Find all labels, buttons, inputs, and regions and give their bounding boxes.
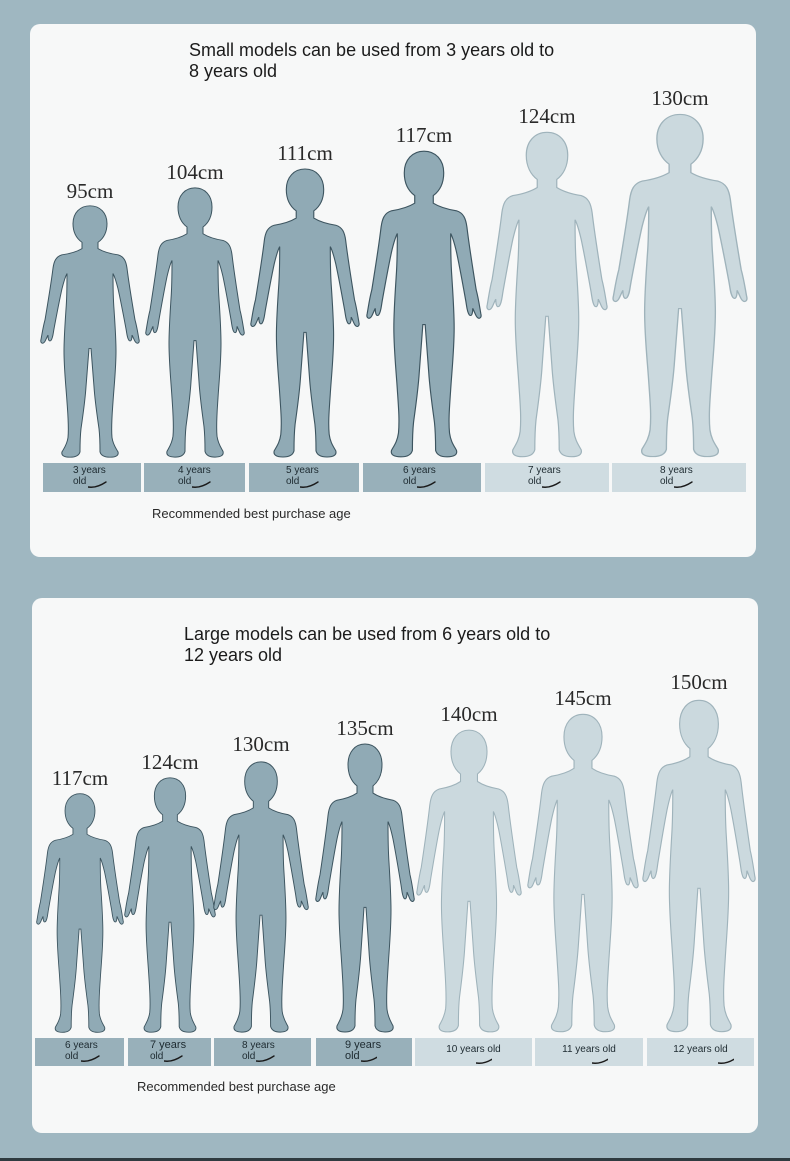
child-silhouette xyxy=(40,205,140,458)
recommended-age-caption: Recommended best purchase age xyxy=(137,1079,336,1094)
height-label: 140cm xyxy=(440,702,498,726)
height-label: 95cm xyxy=(66,179,114,203)
child-figure-130cm: 130cm xyxy=(612,86,748,459)
swoosh-icon xyxy=(476,1057,492,1064)
panel-title: Small models can be used from 3 years ol… xyxy=(189,40,555,81)
child-silhouette xyxy=(124,777,216,1033)
age-label: 8 years old xyxy=(612,463,746,492)
swoosh-icon xyxy=(542,481,561,488)
age-label: 6 years old xyxy=(363,463,481,492)
child-silhouette xyxy=(315,743,415,1033)
height-label: 117cm xyxy=(395,123,453,147)
child-figure-135cm: 135cm xyxy=(315,716,415,1034)
height-label: 130cm xyxy=(651,86,709,110)
child-silhouette xyxy=(527,713,639,1033)
age-label: 7 years old xyxy=(485,463,609,492)
age-label: 4 years old xyxy=(144,463,245,492)
child-silhouette xyxy=(145,187,245,458)
child-silhouette xyxy=(36,793,124,1033)
height-label: 104cm xyxy=(166,160,224,184)
age-label: 6 years old xyxy=(35,1038,124,1066)
child-silhouette xyxy=(416,729,522,1033)
child-figure-124cm: 124cm xyxy=(124,750,216,1034)
child-silhouette xyxy=(213,761,309,1033)
swoosh-icon xyxy=(300,481,319,488)
age-label: 8 years old xyxy=(214,1038,311,1066)
swoosh-icon xyxy=(674,481,693,488)
height-label: 124cm xyxy=(518,104,576,128)
swoosh-icon xyxy=(192,481,211,488)
swoosh-icon xyxy=(256,1055,275,1062)
swoosh-icon xyxy=(164,1055,183,1062)
child-silhouette xyxy=(612,113,748,458)
child-figure-117cm: 117cm xyxy=(366,123,482,459)
swoosh-icon xyxy=(88,481,107,488)
height-label: 135cm xyxy=(336,716,394,740)
child-silhouette xyxy=(250,168,360,458)
height-label: 111cm xyxy=(277,141,333,165)
age-label: 7 years old xyxy=(128,1038,211,1066)
large-models-panel: Large models can be used from 6 years ol… xyxy=(32,598,758,1133)
height-label: 124cm xyxy=(141,750,199,774)
swoosh-icon xyxy=(361,1055,377,1062)
age-label: 11 years old xyxy=(535,1038,643,1066)
child-figure-130cm: 130cm xyxy=(213,732,309,1034)
child-silhouette xyxy=(642,699,756,1033)
child-figure-145cm: 145cm xyxy=(527,686,639,1034)
bottom-divider xyxy=(0,1158,790,1161)
height-label: 145cm xyxy=(554,686,612,710)
age-label: 5 years old xyxy=(249,463,359,492)
height-label: 130cm xyxy=(232,732,290,756)
child-figure-111cm: 111cm xyxy=(250,141,360,459)
age-label: 3 years old xyxy=(43,463,141,492)
child-figure-117cm: 117cm xyxy=(36,766,124,1034)
age-label: 12 years old xyxy=(647,1038,754,1066)
child-figure-124cm: 124cm xyxy=(486,104,608,459)
recommended-age-caption: Recommended best purchase age xyxy=(152,506,351,521)
swoosh-icon xyxy=(718,1057,734,1064)
child-silhouette xyxy=(486,131,608,458)
height-label: 117cm xyxy=(51,766,109,790)
child-figure-95cm: 95cm xyxy=(40,179,140,459)
child-figure-150cm: 150cm xyxy=(642,670,756,1034)
swoosh-icon xyxy=(417,481,436,488)
child-figure-104cm: 104cm xyxy=(145,160,245,459)
panel-title: Large models can be used from 6 years ol… xyxy=(184,624,551,665)
swoosh-icon xyxy=(81,1055,100,1062)
age-label: 10 years old xyxy=(415,1038,532,1066)
age-label: 9 years old xyxy=(316,1038,412,1066)
child-silhouette xyxy=(366,150,482,458)
child-figure-140cm: 140cm xyxy=(416,702,522,1034)
height-label: 150cm xyxy=(670,670,728,694)
swoosh-icon xyxy=(592,1057,608,1064)
small-models-panel: Small models can be used from 3 years ol… xyxy=(30,24,756,557)
